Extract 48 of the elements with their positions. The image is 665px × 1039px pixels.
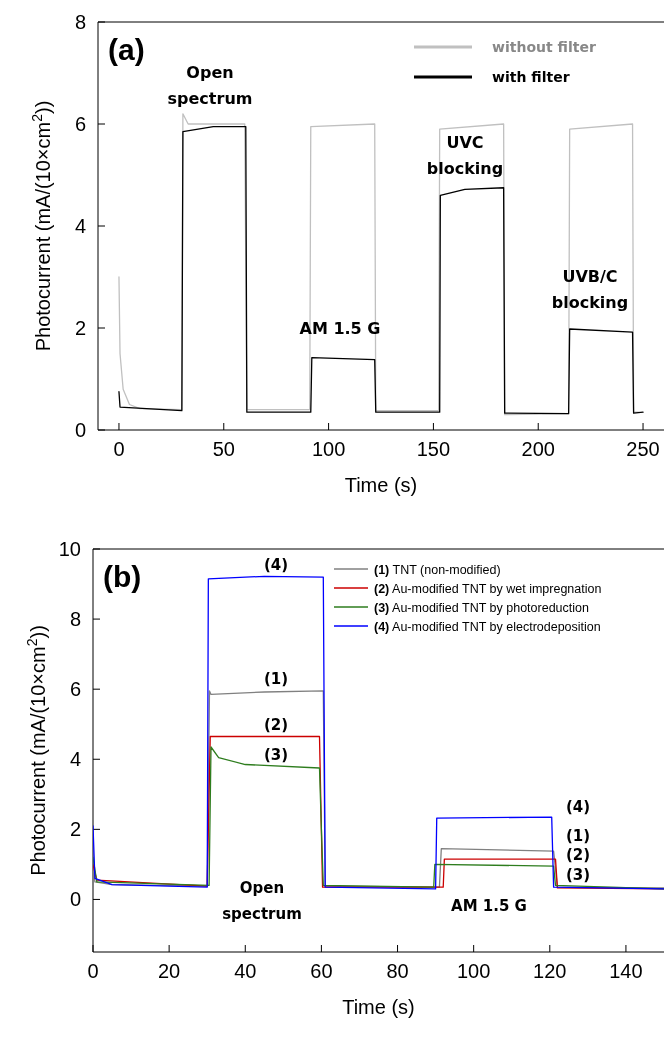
x-axis-title: Time (s) <box>342 996 415 1018</box>
y-tick-label: 6 <box>69 678 81 701</box>
x-tick-label: 100 <box>456 960 491 982</box>
y-tick-label: 0 <box>69 888 81 911</box>
x-tick-label: 140 <box>609 960 643 982</box>
legend-label: (3) Au-modified TNT by photoreduction <box>374 601 589 615</box>
x-tick-label: 0 <box>113 438 125 460</box>
y-tick-label: 2 <box>69 818 81 841</box>
y-tick-label: 4 <box>74 215 86 237</box>
annotation: (1) <box>565 827 591 845</box>
annotation: (1) <box>263 670 289 688</box>
y-tick-label: 10 <box>58 538 81 560</box>
annotation: (4) <box>565 798 591 816</box>
x-tick-label: 250 <box>626 438 660 460</box>
annotation: Open spectrum <box>167 63 253 108</box>
x-tick-label: 50 <box>212 438 235 460</box>
annotation: (4) <box>263 556 289 574</box>
y-tick-label: 8 <box>69 608 81 631</box>
y-tick-label: 6 <box>74 113 86 135</box>
legend-label: (4) Au-modified TNT by electrodeposition <box>374 620 601 634</box>
y-tick-label: 8 <box>74 11 86 33</box>
annotation: (3) <box>263 746 289 764</box>
annotation: AM 1.5 G <box>299 319 381 338</box>
legend-label: without filter <box>492 39 596 55</box>
x-tick-label: 20 <box>158 960 181 982</box>
legend-label: with filter <box>492 69 570 85</box>
annotation: AM 1.5 G <box>451 897 527 915</box>
annotation: Open spectrum <box>222 879 302 923</box>
annotation: UVB/C blocking <box>551 267 629 312</box>
annotation: (3) <box>565 866 591 884</box>
annotation: (2) <box>565 846 591 864</box>
annotation: UVC blocking <box>426 133 504 178</box>
x-tick-label: 120 <box>533 960 567 982</box>
x-tick-label: 60 <box>310 960 333 982</box>
x-tick-label: 200 <box>521 438 555 460</box>
x-tick-label: 80 <box>386 960 409 982</box>
x-tick-label: 100 <box>311 438 346 460</box>
chart-title: (b) <box>103 560 142 593</box>
annotation: (2) <box>263 716 289 734</box>
y-tick-label: 4 <box>69 748 81 771</box>
chart-title: (a) <box>108 33 145 66</box>
legend-label: (1) TNT (non-modified) <box>374 563 501 577</box>
y-tick-label: 0 <box>74 419 86 441</box>
x-tick-label: 150 <box>416 438 451 460</box>
legend-label: (2) Au-modified TNT by wet impregnation <box>374 582 602 596</box>
x-axis-title: Time (s) <box>344 474 418 496</box>
y-tick-label: 2 <box>74 317 86 339</box>
x-tick-label: 40 <box>234 960 257 982</box>
